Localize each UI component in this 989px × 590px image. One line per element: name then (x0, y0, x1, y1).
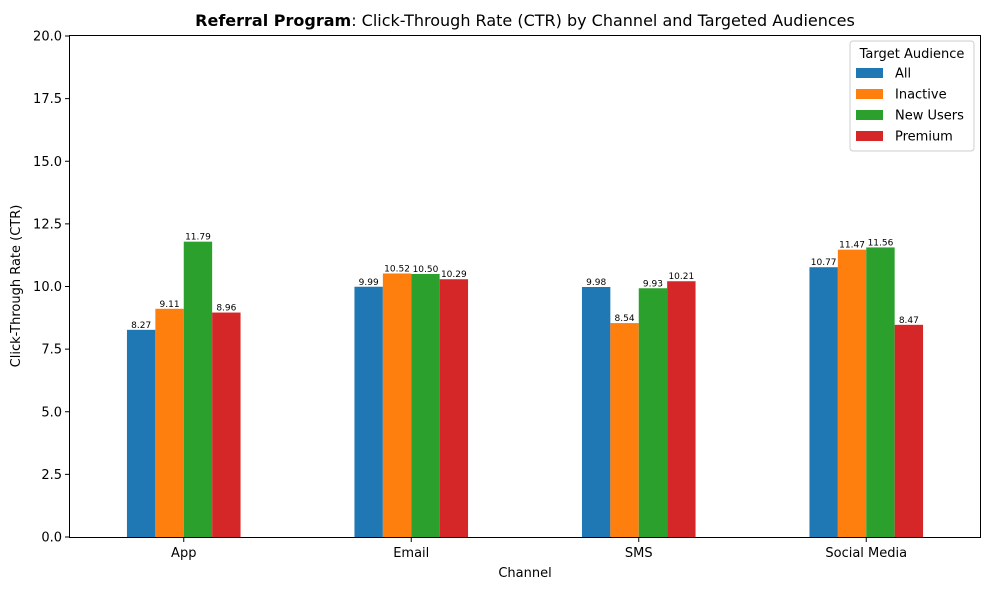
data-label: 10.50 (413, 265, 439, 275)
chart-title-rest: : Click-Through Rate (CTR) by Channel an… (351, 11, 855, 30)
data-label: 8.27 (131, 321, 151, 331)
x-tick-label: Social Media (825, 546, 907, 561)
data-label: 10.29 (441, 270, 467, 280)
x-tick-label: App (171, 546, 196, 561)
legend-item-label: New Users (895, 109, 964, 124)
legend-item-label: All (895, 67, 911, 82)
x-tick-label: SMS (625, 546, 653, 561)
y-tick-label: 2.5 (41, 468, 62, 483)
data-label: 11.56 (868, 238, 894, 248)
y-tick-label: 12.5 (33, 217, 62, 232)
data-label: 9.99 (359, 278, 379, 288)
data-label: 10.21 (668, 272, 694, 282)
bar (126, 329, 156, 537)
legend-item-label: Premium (895, 130, 953, 145)
legend-swatch (856, 68, 883, 78)
bar (183, 241, 213, 537)
bar (667, 281, 696, 537)
bar (894, 324, 924, 537)
bar (581, 287, 611, 537)
bar (354, 286, 383, 537)
bar (439, 279, 469, 537)
bar (610, 323, 639, 537)
data-label: 10.77 (811, 258, 837, 268)
bar (411, 273, 440, 537)
x-axis-label: Channel (498, 566, 551, 581)
y-tick-label: 7.5 (41, 343, 62, 358)
bar (837, 249, 867, 537)
bar (212, 312, 241, 537)
y-tick-label: 0.0 (41, 531, 62, 546)
data-label: 11.47 (839, 241, 865, 251)
legend: Target Audience All Inactive New Users Premi… (849, 40, 975, 152)
y-tick-label: 5.0 (41, 405, 62, 420)
data-label: 9.93 (643, 279, 663, 289)
y-tick-label: 17.5 (33, 92, 62, 107)
bar (155, 308, 184, 537)
chart-title: Referral Program: Click-Through Rate (CT… (195, 11, 855, 30)
legend-title: Target Audience (859, 47, 965, 62)
y-axis-label: Click-Through Rate (CTR) (9, 205, 24, 368)
y-tick-label: 20.0 (33, 30, 62, 45)
chart-title-bold: Referral Program (195, 11, 351, 30)
bar (809, 267, 838, 537)
data-label: 8.96 (216, 304, 236, 314)
y-tick-label: 10.0 (33, 280, 62, 295)
data-label: 9.98 (586, 278, 606, 288)
data-label: 9.11 (160, 300, 180, 310)
plot-area: 0.0 2.5 5.0 7.5 10.0 12.5 15.0 17.5 20.0 8.27 9.11… (33, 30, 924, 561)
data-label: 8.47 (899, 316, 919, 326)
legend-item-label: Inactive (895, 88, 947, 103)
legend-swatch (856, 110, 883, 120)
bar (382, 273, 412, 537)
y-tick-label: 15.0 (33, 155, 62, 170)
data-label: 8.54 (615, 314, 635, 324)
bar (866, 247, 895, 537)
bar (638, 288, 668, 537)
plot-frame (69, 35, 981, 538)
x-tick-label: Email (393, 546, 429, 561)
legend-swatch (856, 89, 883, 99)
data-label: 10.52 (384, 264, 410, 274)
data-label: 11.79 (185, 233, 211, 243)
legend-swatch (856, 131, 883, 141)
